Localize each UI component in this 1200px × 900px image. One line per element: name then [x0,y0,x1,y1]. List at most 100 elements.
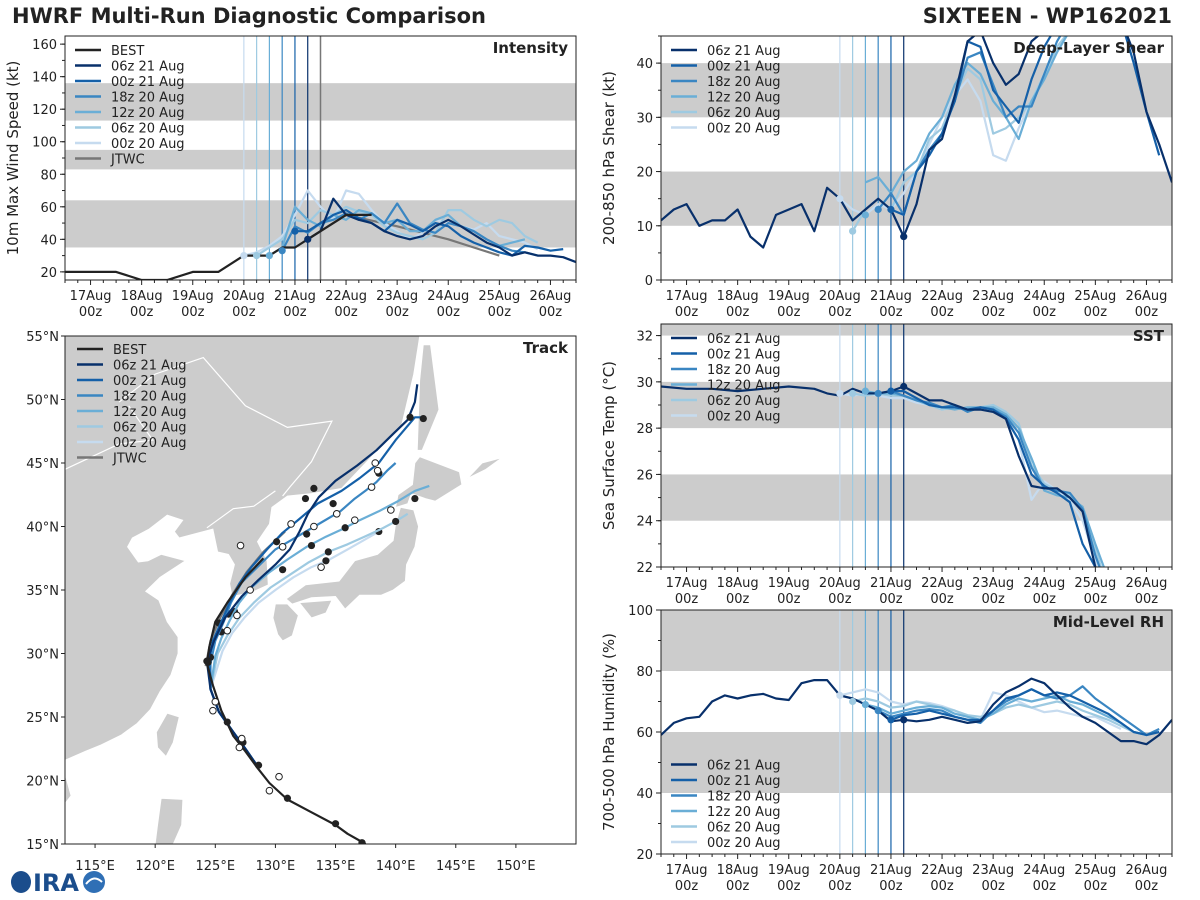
intensity-xtick-day: 19Aug [172,289,214,304]
track-xtick-label: 130°E [256,859,296,874]
shear-band [661,171,1172,226]
sst-legend-label: 00z 21 Aug [707,348,781,363]
rh-xtick-day: 18Aug [717,863,759,878]
track-position-dot [358,839,366,844]
intensity-legend-label: BEST [111,44,144,59]
track-legend-label: BEST [113,343,146,358]
shear-xtick-hour: 00z [1033,305,1057,320]
shear-ytick-label: 30 [636,111,653,126]
shear-ytick-label: 0 [645,274,653,289]
sst-xtick-day: 19Aug [768,576,810,591]
shear-series-12z-20-aug [864,36,1068,195]
rh-init-marker [887,716,895,724]
track-position-dot [324,548,332,556]
track-legend-label: 00z 20 Aug [113,436,187,451]
rh-ylabel: 700-500 hPa Humidity (%) [600,633,618,831]
track-position-dot [329,500,337,508]
shear-ytick-label: 10 [636,220,653,235]
track-position-dot [273,538,281,546]
track-forecast-marker [211,697,220,706]
shear-xtick-hour: 00z [879,305,903,320]
intensity-ytick-label: 120 [32,103,57,118]
track-forecast-marker [236,541,245,550]
sst-xtick-hour: 00z [675,592,699,607]
track-best [205,557,367,844]
shear-band [661,63,1172,118]
luzon-land [154,797,184,844]
hainan-land [65,773,72,805]
sakhalin-land [416,344,440,451]
intensity-legend-label: JTWC [110,153,145,168]
track-ytick-label: 45°N [26,457,59,472]
sst-ylabel: Sea Surface Temp (°C) [600,361,618,530]
track-position-dot [283,794,292,802]
cira-logo-icon: IRA [11,869,105,897]
track-position-dot [301,494,310,503]
track-ytick-label: 55°N [26,330,59,345]
track-xtick-label: 125°E [196,859,236,874]
chart-title-left: HWRF Multi-Run Diagnostic Comparison [12,4,487,28]
rh-xtick-day: 23Aug [972,863,1014,878]
track-ytick-label: 20°N [26,775,59,790]
sst-xtick-day: 23Aug [972,576,1014,591]
track-forecast-marker [275,772,283,781]
intensity-legend-label: 00z 21 Aug [111,75,185,90]
sst-init-marker [874,389,882,398]
shear-series-00z-20-aug [839,51,1058,216]
intensity-xtick-day: 22Aug [325,289,367,304]
sst-xtick-hour: 00z [828,592,852,607]
track-position-dot [341,524,349,532]
track-position-dot [279,566,287,574]
track-forecast-marker [371,459,380,467]
track-position-dot [392,517,400,526]
track-title: Track [523,339,569,357]
track-forecast-marker [367,483,376,491]
intensity-xtick-hour: 00z [181,305,205,320]
track-forecast-marker [265,786,274,795]
shear-title: Deep-Layer Shear [1013,39,1164,57]
track-position-dot [204,658,212,666]
rh-ytick-label: 100 [628,604,653,619]
sst-init-marker [849,389,857,398]
shear-legend-label: 18z 20 Aug [707,75,781,90]
track-forecast-marker [317,563,325,571]
track-ytick-label: 30°N [26,648,59,663]
shear-xtick-day: 20Aug [819,289,861,304]
panel-track: 15°N 20°N 25°N 30°N 35°N 40°N 45°N 50°N 55°N 115°… [26,330,577,874]
panel-intensity: 2040608010012014016017Aug00z18Aug00z19Au… [4,35,577,320]
intensity-legend-label: 06z 20 Aug [111,122,185,137]
rh-xtick-hour: 00z [777,879,801,894]
sst-xtick-hour: 00z [930,592,954,607]
track-ytick-label: 35°N [26,584,59,599]
sst-legend-label: 18z 20 Aug [707,363,781,378]
shikoku-land [298,599,333,619]
sst-ytick-label: 30 [636,376,653,391]
track-position-dot [406,413,414,421]
intensity-series-00z-21-aug [295,209,564,257]
rh-xtick-hour: 00z [930,879,954,894]
rh-xtick-day: 26Aug [1125,863,1167,878]
sst-xtick-day: 17Aug [666,576,708,591]
intensity-xtick-hour: 00z [437,305,461,320]
track-xtick-label: 145°E [436,859,476,874]
track-xtick-label: 140°E [376,859,416,874]
shear-ytick-label: 40 [636,57,653,72]
track-map-area [65,336,502,844]
track-position-dot [411,494,419,503]
track-position-dot [223,718,231,726]
hokkaido-land [395,456,463,508]
intensity-ytick-label: 20 [40,266,57,281]
rh-xtick-hour: 00z [1084,879,1108,894]
shear-legend-label: 06z 21 Aug [707,44,781,59]
sst-legend-label: 06z 21 Aug [707,332,781,347]
intensity-title: Intensity [493,39,569,57]
track-xtick-label: 135°E [316,859,356,874]
intensity-ytick-label: 100 [32,136,57,151]
rh-xtick-day: 25Aug [1074,863,1116,878]
kuril-land [467,457,502,479]
intensity-xtick-hour: 00z [232,305,256,320]
rh-init-marker [836,691,844,700]
sst-xtick-day: 18Aug [717,576,759,591]
intensity-init-marker [291,227,299,235]
